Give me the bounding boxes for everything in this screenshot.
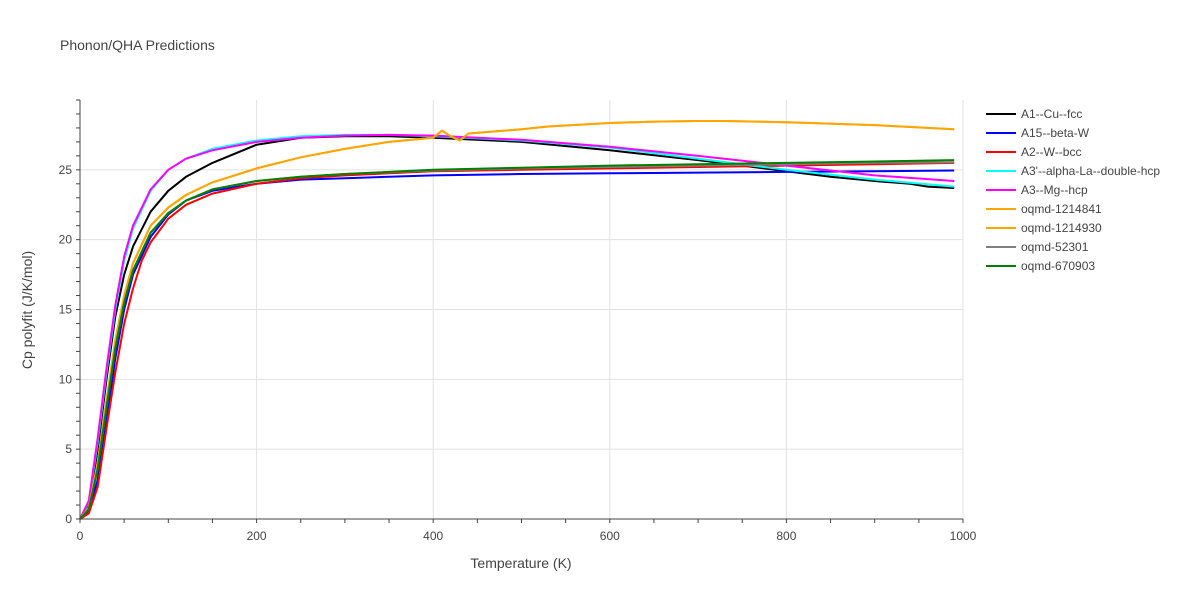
series-line-a3-mg-hcp [79, 133, 955, 520]
legend-label: A1--Cu--fcc [1021, 107, 1082, 121]
x-tick-label: 400 [423, 529, 443, 543]
legend-label: oqmd-1214841 [1021, 202, 1102, 216]
series-line-oqmd-52301 [79, 161, 955, 520]
legend-label: A15--beta-W [1021, 126, 1090, 140]
x-tick-label: 0 [77, 529, 84, 543]
axes [76, 99, 964, 523]
tick-labels: 0 200 400 600 800 1000 0 5 10 15 20 25 [59, 163, 977, 543]
y-tick-label: 20 [59, 233, 73, 247]
series-line-a3-alpha-la-double-hcp [79, 133, 955, 520]
legend-label: oqmd-52301 [1021, 240, 1089, 254]
legend-label: oqmd-670903 [1021, 259, 1095, 273]
x-tick-label: 800 [776, 529, 796, 543]
series-line-a2-w-bcc [79, 161, 955, 520]
chart-title: Phonon/QHA Predictions [60, 37, 215, 53]
legend-label: oqmd-1214930 [1021, 221, 1102, 235]
x-tick-label: 1000 [950, 529, 977, 543]
series-line-oqmd-670903 [79, 159, 955, 520]
legend-item[interactable]: A3--Mg--hcp [986, 183, 1088, 197]
y-tick-label: 10 [59, 372, 73, 386]
legend-item[interactable]: oqmd-1214841 [986, 202, 1102, 216]
legend-label: A3--Mg--hcp [1021, 183, 1088, 197]
y-tick-label: 15 [59, 303, 73, 317]
legend-item[interactable]: oqmd-670903 [986, 259, 1095, 273]
x-tick-label: 600 [600, 529, 620, 543]
x-axis-title: Temperature (K) [470, 555, 571, 571]
series-line-a15-beta-w [79, 169, 955, 520]
y-tick-label: 5 [65, 442, 72, 456]
legend-item[interactable]: A2--W--bcc [986, 145, 1081, 159]
legend-item[interactable]: A1--Cu--fcc [986, 107, 1082, 121]
plot-area [79, 120, 955, 520]
legend-item[interactable]: oqmd-1214930 [986, 221, 1102, 235]
legend-item[interactable]: A15--beta-W [986, 126, 1090, 140]
y-axis-title: Cp polyfit (J/K/mol) [19, 251, 35, 369]
legend-label: A2--W--bcc [1021, 145, 1081, 159]
series-line-oqmd-1214841 [79, 120, 955, 520]
legend-item[interactable]: oqmd-52301 [986, 240, 1089, 254]
legend-item[interactable]: A3'--alpha-La--double-hcp [986, 164, 1160, 178]
legend[interactable]: A1--Cu--fcc A15--beta-W A2--W--bcc A3'--alp… [986, 107, 1160, 273]
y-tick-label: 0 [65, 512, 72, 526]
series-line-oqmd-1214930 [79, 120, 955, 520]
legend-label: A3'--alpha-La--double-hcp [1021, 164, 1160, 178]
x-tick-label: 200 [247, 529, 267, 543]
y-tick-label: 25 [59, 163, 73, 177]
